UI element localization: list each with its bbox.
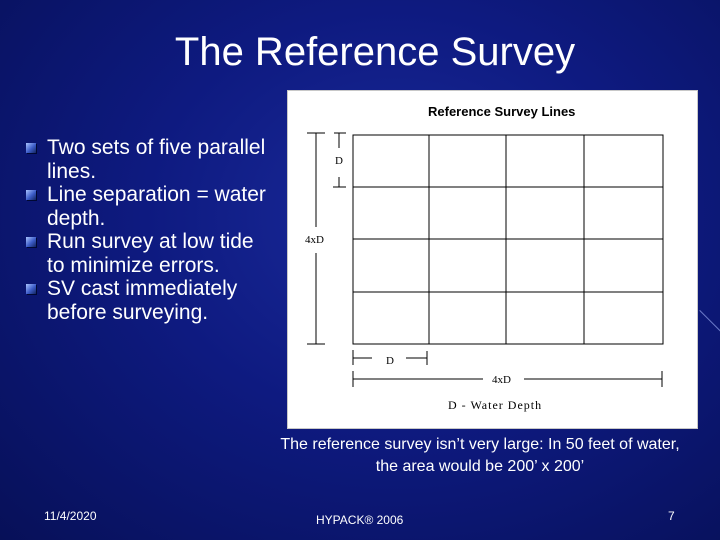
label-d-horizontal: D [386,355,394,367]
figure-legend: D - Water Depth [448,398,542,412]
bullet-list: Two sets of five parallel lines. Line se… [26,136,276,324]
bullet-text: Run survey at low tide to minimize error… [47,230,254,277]
survey-grid [352,134,664,345]
label-4xd-horizontal: 4xD [492,374,511,386]
footer-center: HYPACK® 2006 [316,513,404,527]
bullet-item: Run survey at low tide to minimize error… [26,230,276,277]
bullet-item: Two sets of five parallel lines. [26,136,276,183]
bullet-text: SV cast immediately before surveying. [47,277,238,324]
square-bullet-icon [26,190,36,200]
bullet-item: Line separation = water depth. [26,183,276,230]
figure-caption: The reference survey isn’t very large: I… [280,436,680,475]
footer-page-number: 7 [668,509,675,523]
figure-title: Reference Survey Lines [428,104,575,119]
reference-survey-figure: Reference Survey Lines [288,91,697,428]
bullet-text: Two sets of five parallel lines. [47,136,266,183]
dimension-marks [307,132,663,387]
square-bullet-icon [26,237,36,247]
square-bullet-icon [26,284,36,294]
bullet-text: Line separation = water depth. [47,183,266,230]
survey-grid-diagram: Reference Survey Lines [305,104,664,412]
slide-title: The Reference Survey [174,30,576,74]
label-4xd-vertical: 4xD [305,234,324,246]
square-bullet-icon [26,143,36,153]
bullet-item: SV cast immediately before surveying. [26,277,276,324]
footer-date: 11/4/2020 [44,509,97,523]
label-d-vertical: D [335,155,343,167]
decorative-line [699,310,720,339]
